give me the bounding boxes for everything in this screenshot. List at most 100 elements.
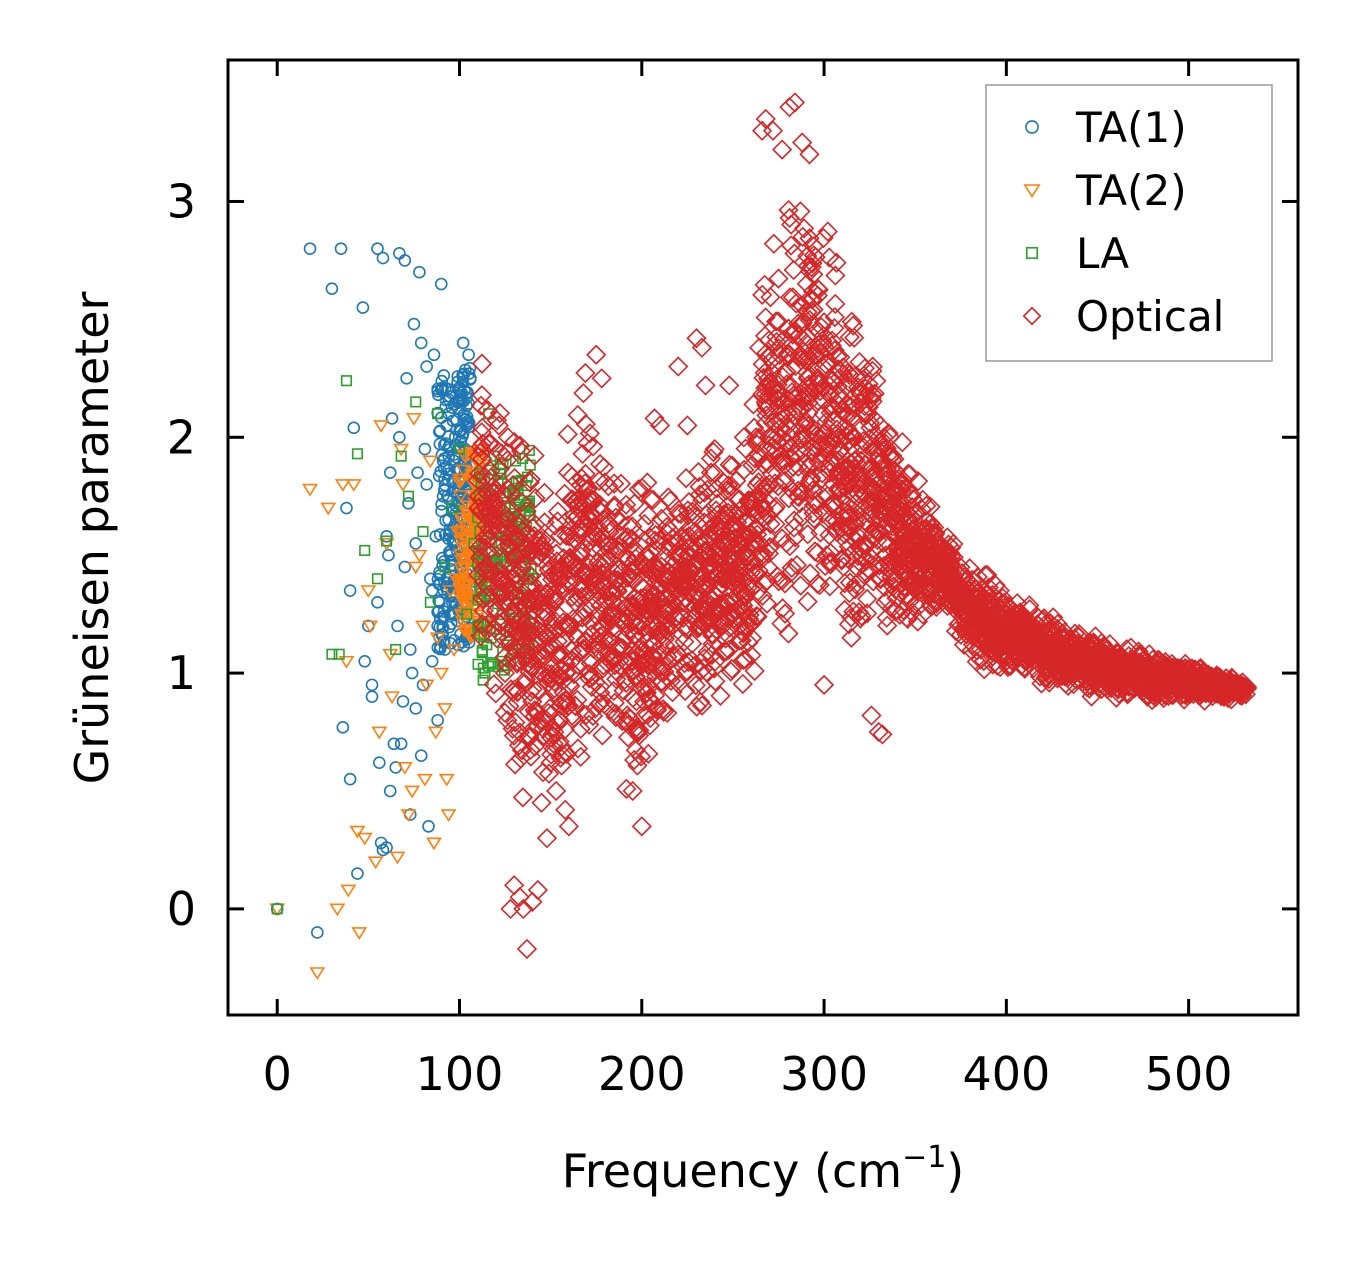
data-point bbox=[416, 678, 430, 692]
optical-point bbox=[570, 509, 592, 531]
optical-point bbox=[468, 498, 489, 519]
optical-point bbox=[839, 583, 860, 604]
legend-marker bbox=[1022, 306, 1042, 326]
optical-point bbox=[590, 692, 611, 714]
optical-point bbox=[575, 414, 596, 435]
optical-point bbox=[599, 516, 621, 537]
optical-point bbox=[470, 436, 491, 457]
optical-point bbox=[1184, 659, 1206, 680]
data-point bbox=[441, 473, 455, 486]
x-tick-label: 0 bbox=[263, 1047, 292, 1101]
optical-point bbox=[1141, 664, 1162, 685]
data-point bbox=[376, 251, 390, 265]
data-point bbox=[407, 561, 424, 575]
optical-point bbox=[1007, 608, 1029, 630]
data-point bbox=[450, 413, 463, 427]
optical-point bbox=[604, 497, 625, 518]
optical-point bbox=[665, 606, 686, 628]
optical-point bbox=[809, 348, 830, 369]
optical-outlier-point bbox=[841, 627, 862, 648]
optical-point bbox=[561, 586, 583, 608]
optical-point bbox=[704, 658, 725, 679]
optical-point bbox=[551, 618, 572, 639]
optical-point bbox=[1000, 629, 1021, 651]
data-point bbox=[476, 647, 488, 659]
optical-point bbox=[1161, 674, 1183, 695]
optical-point bbox=[757, 526, 778, 548]
x-tick-label: 200 bbox=[598, 1047, 686, 1101]
optical-outlier-point bbox=[567, 738, 589, 759]
optical-point bbox=[819, 247, 840, 268]
optical-point bbox=[964, 587, 985, 608]
data-point bbox=[454, 424, 468, 438]
optical-point bbox=[1101, 643, 1122, 664]
legend-marker bbox=[1023, 184, 1041, 198]
optical-outlier-point bbox=[649, 415, 671, 436]
optical-point bbox=[735, 438, 756, 459]
optical-point bbox=[509, 626, 530, 647]
optical-outlier-point bbox=[733, 427, 754, 448]
data-point bbox=[439, 400, 453, 414]
optical-point bbox=[530, 662, 551, 683]
optical-point bbox=[488, 578, 509, 600]
optical-point bbox=[916, 495, 937, 516]
optical-point bbox=[790, 575, 811, 596]
data-point bbox=[472, 658, 484, 670]
optical-point bbox=[531, 583, 553, 605]
optical-point bbox=[766, 331, 787, 353]
optical-point bbox=[1096, 649, 1118, 671]
optical-point bbox=[636, 682, 657, 703]
data-point bbox=[359, 544, 371, 557]
optical-point bbox=[520, 469, 541, 490]
optical-point bbox=[618, 548, 639, 569]
data-point bbox=[402, 497, 415, 510]
optical-point bbox=[486, 410, 508, 431]
data-point bbox=[336, 721, 350, 734]
optical-point bbox=[1195, 679, 1217, 701]
optical-outlier-point bbox=[558, 816, 580, 837]
data-point bbox=[460, 508, 477, 522]
optical-point bbox=[527, 547, 548, 568]
optical-point bbox=[503, 545, 525, 567]
optical-point bbox=[765, 412, 786, 434]
optical-point bbox=[663, 593, 684, 614]
optical-point bbox=[685, 572, 706, 593]
data-point bbox=[432, 408, 444, 420]
optical-point bbox=[1089, 668, 1110, 689]
optical-point bbox=[674, 631, 695, 652]
data-point bbox=[458, 507, 475, 520]
optical-point bbox=[862, 356, 883, 377]
optical-point bbox=[993, 592, 1015, 613]
optical-point bbox=[612, 710, 633, 732]
optical-point bbox=[638, 505, 659, 526]
optical-point bbox=[703, 462, 725, 483]
optical-point bbox=[472, 614, 493, 635]
optical-point bbox=[511, 740, 533, 761]
optical-point bbox=[475, 537, 496, 559]
optical-point bbox=[510, 440, 532, 462]
data-point bbox=[436, 703, 453, 716]
optical-point bbox=[679, 558, 700, 579]
optical-point bbox=[1022, 645, 1044, 666]
optical-point bbox=[752, 585, 773, 607]
optical-point bbox=[551, 580, 573, 602]
optical-point bbox=[845, 529, 866, 550]
optical-point bbox=[855, 551, 876, 572]
optical-point bbox=[771, 613, 792, 634]
optical-point bbox=[491, 509, 512, 531]
optical-point bbox=[590, 571, 611, 592]
optical-outlier-point bbox=[784, 92, 806, 113]
optical-point bbox=[692, 490, 713, 511]
optical-point bbox=[565, 592, 586, 613]
optical-point bbox=[552, 744, 573, 765]
optical-point bbox=[585, 579, 607, 600]
optical-point bbox=[502, 523, 523, 545]
optical-point bbox=[494, 646, 515, 667]
optical-point bbox=[534, 645, 555, 667]
optical-point bbox=[758, 385, 780, 406]
optical-point bbox=[944, 571, 965, 592]
data-point bbox=[340, 884, 357, 898]
optical-point bbox=[709, 593, 730, 614]
optical-point bbox=[1118, 645, 1139, 667]
optical-point bbox=[573, 383, 594, 404]
